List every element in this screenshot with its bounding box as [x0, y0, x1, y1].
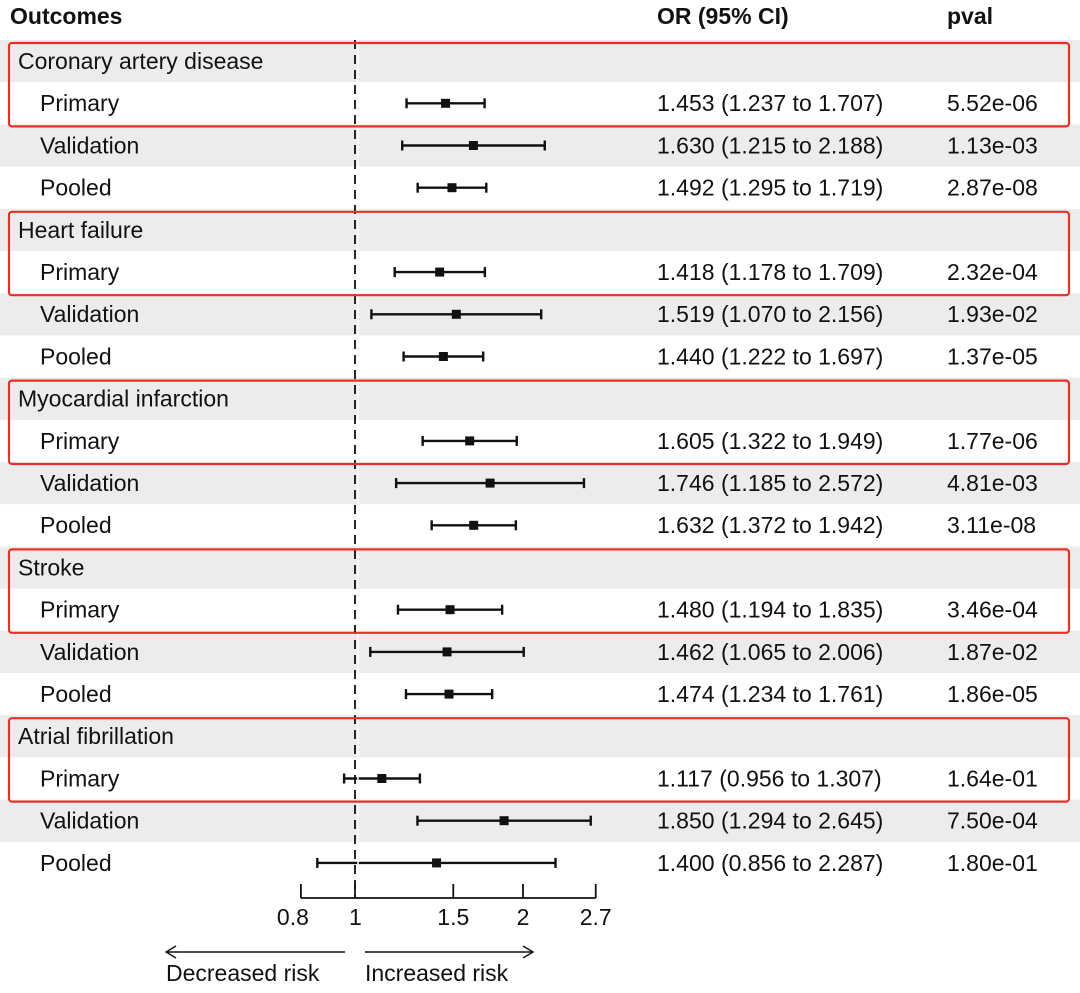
pval-value: 3.46e-04 — [947, 597, 1038, 623]
group-title: Myocardial infarction — [18, 386, 229, 412]
or-point — [438, 352, 448, 361]
or-point — [442, 647, 452, 657]
pval-value: 7.50e-04 — [947, 808, 1038, 834]
row-label: Pooled — [40, 175, 112, 201]
group-band — [0, 377, 1080, 420]
or-ci-value: 1.418 (1.178 to 1.709) — [657, 259, 883, 285]
pval-value: 1.87e-02 — [947, 639, 1038, 665]
pval-value: 1.37e-05 — [947, 343, 1038, 369]
x-tick-label: 2.7 — [580, 904, 612, 930]
right-arrowhead — [522, 945, 535, 959]
or-ci-value: 1.492 (1.295 to 1.719) — [657, 175, 883, 201]
x-tick-label: 0.8 — [277, 904, 309, 930]
group-title: Coronary artery disease — [18, 48, 263, 74]
highlight-box — [7, 41, 1071, 128]
or-point — [441, 98, 451, 108]
highlight-box — [7, 717, 1071, 803]
or-ci-value: 1.117 (0.956 to 1.307) — [657, 765, 882, 791]
direction-arrows: Decreased risk Increased risk — [164, 945, 535, 986]
pval-value: 1.77e-06 — [947, 428, 1038, 454]
or-point — [444, 689, 454, 699]
pval-value: 2.32e-04 — [947, 259, 1038, 285]
or-ci-value: 1.746 (1.185 to 2.572) — [657, 470, 883, 496]
or-point — [432, 858, 442, 868]
or-ci-value: 1.605 (1.322 to 1.949) — [657, 428, 883, 454]
row-bands — [0, 40, 1080, 842]
row-label: Validation — [40, 639, 139, 665]
or-ci-value: 1.850 (1.294 to 2.645) — [657, 808, 883, 834]
or-point — [445, 605, 455, 615]
row-label: Primary — [40, 765, 120, 791]
highlight-boxes — [7, 41, 1071, 803]
pval-value: 1.13e-03 — [947, 132, 1038, 158]
header-or-ci: OR (95% CI) — [657, 3, 789, 29]
or-point — [499, 816, 509, 826]
pval-value: 5.52e-06 — [947, 90, 1038, 116]
pval-value: 1.80e-01 — [947, 850, 1038, 876]
column-headers: Outcomes OR (95% CI) pval — [10, 3, 993, 29]
or-ci-value: 1.474 (1.234 to 1.761) — [657, 681, 883, 707]
header-pval: pval — [947, 3, 993, 29]
decreased-risk-label: Decreased risk — [166, 960, 320, 986]
or-point — [377, 774, 387, 783]
or-point — [485, 478, 495, 488]
increased-risk-label: Increased risk — [365, 960, 509, 986]
or-ci-value: 1.400 (0.856 to 2.287) — [657, 850, 883, 876]
data-rows: Coronary artery disease Primary 1.453 (1.2… — [18, 40, 1038, 884]
pval-value: 3.11e-08 — [947, 512, 1036, 538]
highlight-box — [7, 210, 1071, 297]
or-point — [468, 141, 478, 150]
row-label: Validation — [40, 132, 139, 158]
row-label: Pooled — [40, 681, 112, 707]
highlight-box — [7, 379, 1071, 466]
or-ci-value: 1.440 (1.222 to 1.697) — [657, 343, 883, 369]
pval-value: 1.64e-01 — [947, 765, 1038, 791]
row-label: Validation — [40, 808, 139, 834]
pval-value: 2.87e-08 — [947, 175, 1038, 201]
group-title: Atrial fibrillation — [18, 723, 174, 749]
or-point — [465, 436, 475, 446]
row-label: Pooled — [40, 512, 112, 538]
row-label: Primary — [40, 90, 120, 116]
x-tick-label: 1.5 — [437, 904, 469, 930]
group-band — [0, 546, 1080, 589]
group-band — [0, 208, 1080, 251]
or-point — [447, 183, 457, 193]
row-label: Primary — [40, 597, 120, 623]
or-point — [469, 520, 479, 530]
or-ci-value: 1.453 (1.237 to 1.707) — [657, 90, 883, 116]
x-tick-label: 2 — [517, 904, 530, 930]
header-outcomes: Outcomes — [10, 3, 122, 29]
row-label: Validation — [40, 470, 139, 496]
or-ci-value: 1.462 (1.065 to 2.006) — [657, 639, 883, 665]
group-band — [0, 40, 1080, 83]
or-ci-value: 1.480 (1.194 to 1.835) — [657, 597, 883, 623]
row-label: Primary — [40, 428, 120, 454]
or-ci-value: 1.519 (1.070 to 2.156) — [657, 301, 883, 327]
highlight-box — [7, 548, 1071, 634]
pval-value: 4.81e-03 — [947, 470, 1038, 496]
x-axis: 0.8 1 1.5 2 2.7 — [277, 884, 612, 930]
pval-value: 1.93e-02 — [947, 301, 1038, 327]
row-label: Primary — [40, 259, 120, 285]
group-title: Heart failure — [18, 217, 143, 243]
group-title: Stroke — [18, 554, 84, 580]
row-label: Pooled — [40, 343, 112, 369]
row-label: Pooled — [40, 850, 112, 876]
row-band — [0, 630, 1080, 673]
x-tick-label: 1 — [349, 904, 362, 930]
or-point — [451, 309, 461, 319]
group-band — [0, 715, 1080, 758]
or-point — [435, 267, 445, 277]
left-arrowhead — [164, 945, 177, 959]
or-ci-value: 1.630 (1.215 to 2.188) — [657, 132, 883, 158]
row-label: Validation — [40, 301, 139, 327]
pval-value: 1.86e-05 — [947, 681, 1038, 707]
or-ci-value: 1.632 (1.372 to 1.942) — [657, 512, 883, 538]
